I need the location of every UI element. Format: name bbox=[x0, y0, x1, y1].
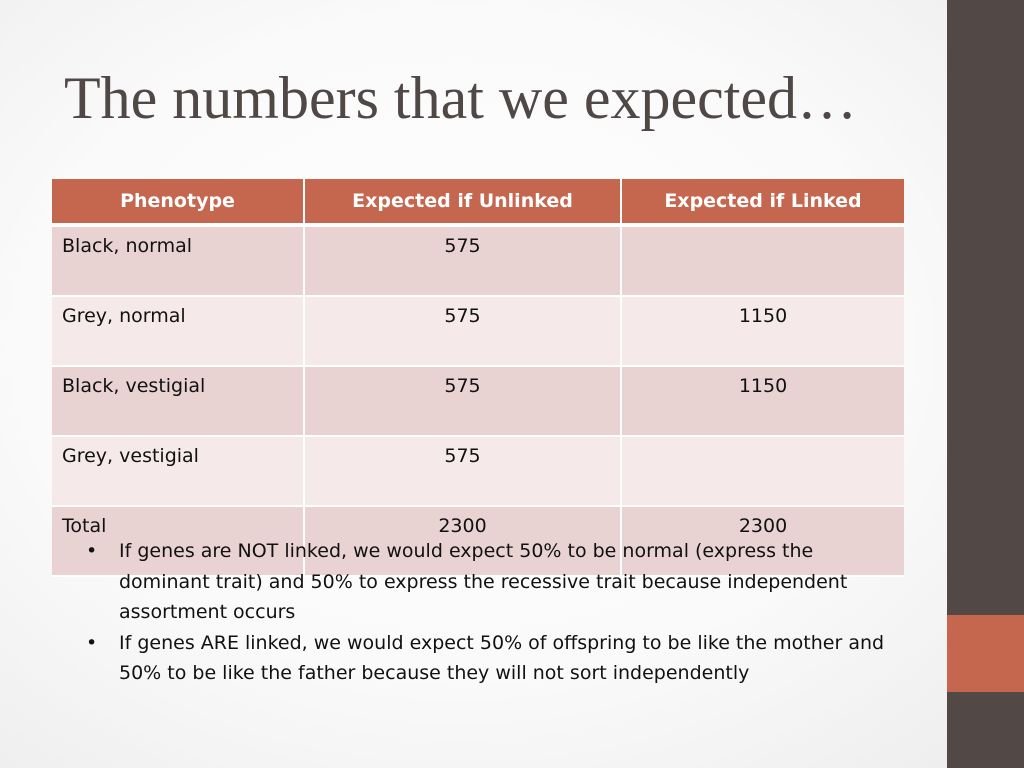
linked-cell: 1150 bbox=[621, 366, 904, 437]
slide-title: The numbers that we expected… bbox=[64, 65, 858, 131]
table-row: Grey, vestigial 575 bbox=[52, 436, 904, 507]
phenotype-cell: Black, normal bbox=[52, 225, 305, 297]
linked-cell bbox=[621, 225, 904, 297]
phenotype-cell: Grey, vestigial bbox=[52, 436, 305, 507]
unlinked-cell: 575 bbox=[304, 436, 622, 507]
bullet-text: If genes are NOT linked, we would expect… bbox=[119, 540, 848, 623]
linked-cell bbox=[621, 436, 904, 507]
unlinked-cell: 2300 bbox=[304, 506, 622, 577]
bullet-list: • If genes are NOT linked, we would expe… bbox=[86, 536, 886, 689]
table-row: Black, vestigial 575 1150 bbox=[52, 366, 904, 437]
bullet-icon: • bbox=[86, 540, 98, 562]
bullet-item: • If genes ARE linked, we would expect 5… bbox=[86, 628, 886, 689]
phenotype-cell: Black, vestigial bbox=[52, 366, 305, 437]
bullet-item: • If genes are NOT linked, we would expe… bbox=[86, 536, 886, 628]
bullet-icon: • bbox=[86, 631, 98, 654]
header-phenotype: Phenotype bbox=[52, 179, 305, 227]
table-row: Black, normal 575 bbox=[52, 225, 904, 297]
table-row: Grey, normal 575 1150 bbox=[52, 296, 904, 367]
phenotype-cell: Total bbox=[52, 506, 305, 577]
linked-cell: 2300 bbox=[621, 506, 904, 577]
header-expected-linked: Expected if Linked bbox=[621, 179, 904, 227]
accent-block bbox=[947, 615, 1024, 692]
unlinked-cell: 575 bbox=[304, 296, 622, 367]
header-expected-unlinked: Expected if Unlinked bbox=[304, 179, 622, 227]
table-row-total: Total 2300 2300 bbox=[52, 506, 904, 577]
bullet-text: If genes ARE linked, we would expect 50%… bbox=[119, 631, 885, 685]
phenotype-cell: Grey, normal bbox=[52, 296, 305, 367]
linked-cell: 1150 bbox=[621, 296, 904, 367]
table-header-row: Phenotype Expected if Unlinked Expected … bbox=[52, 179, 904, 227]
unlinked-cell: 575 bbox=[304, 225, 622, 297]
unlinked-cell: 575 bbox=[304, 366, 622, 437]
phenotype-table: Phenotype Expected if Unlinked Expected … bbox=[52, 179, 904, 577]
